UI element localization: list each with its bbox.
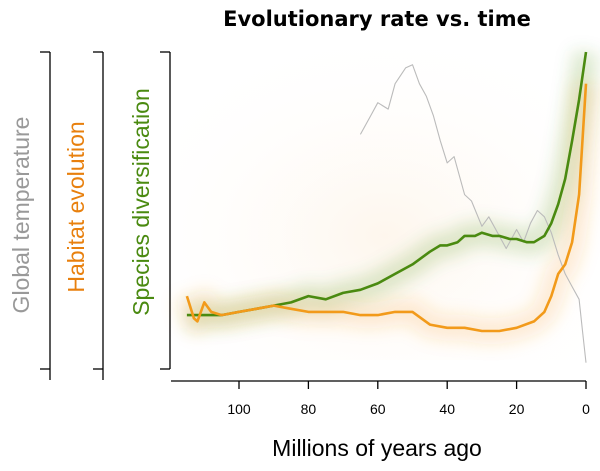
x-axis-label: Millions of years ago <box>272 435 482 461</box>
x-tick-label: 100 <box>227 401 251 417</box>
ylabel-temperature: Global temperature <box>8 117 34 314</box>
x-tick-label: 80 <box>301 401 317 417</box>
x-tick-label: 20 <box>509 401 525 417</box>
ylabel-habitat: Habitat evolution <box>63 121 89 292</box>
x-tick-label: 0 <box>582 401 590 417</box>
x-ticks: 100 80 60 40 20 0 <box>227 381 590 417</box>
temperature-axis <box>40 51 51 380</box>
species-axis <box>160 51 171 370</box>
habitat-axis <box>93 51 104 380</box>
chart-title: Evolutionary rate vs. time <box>223 7 531 31</box>
ylabel-species: Species diversification <box>128 88 154 316</box>
series-lines <box>185 51 588 363</box>
species-line <box>186 51 588 317</box>
temperature-line <box>359 64 587 363</box>
x-tick-label: 40 <box>439 401 455 417</box>
x-tick-label: 60 <box>370 401 386 417</box>
habitat-line <box>185 83 588 333</box>
